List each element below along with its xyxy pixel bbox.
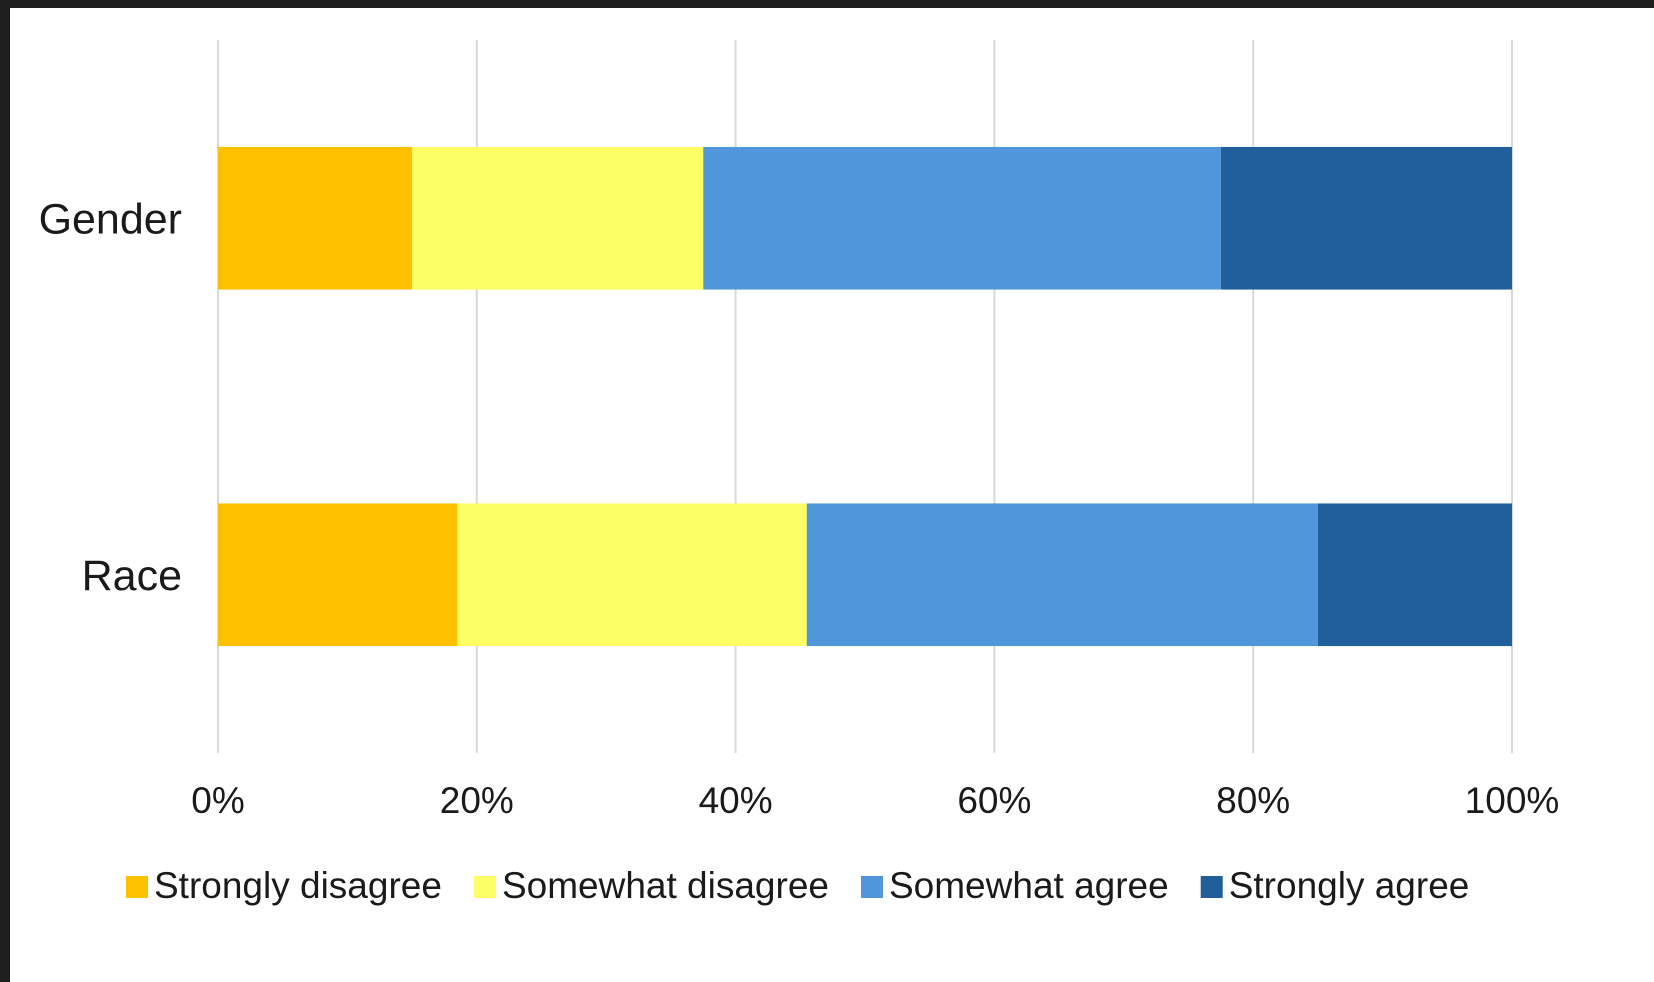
- bar-segment: [412, 146, 704, 290]
- category-labels: Gender Race: [39, 195, 182, 600]
- x-tick-label: 20%: [440, 780, 514, 821]
- legend-label: Strongly disagree: [154, 865, 442, 906]
- legend-label: Strongly agree: [1229, 865, 1470, 906]
- x-tick-label: 80%: [1216, 780, 1290, 821]
- legend-swatch: [126, 876, 148, 898]
- stacked-bar-chart: Gender Race 0% 20% 40% 60% 80% 100% Strongly d…: [39, 40, 1559, 906]
- bar-segment: [1317, 503, 1512, 647]
- x-tick-label: 0%: [191, 780, 244, 821]
- category-label: Race: [82, 552, 182, 600]
- category-label: Gender: [39, 195, 182, 243]
- legend-swatch: [473, 876, 496, 898]
- bar-segment: [457, 503, 807, 647]
- bar-segment: [1220, 146, 1512, 290]
- chart-frame: Gender Race 0% 20% 40% 60% 80% 100% Strongly d…: [10, 8, 1654, 982]
- bars: [218, 146, 1512, 647]
- legend-label: Somewhat agree: [889, 865, 1169, 906]
- legend-label: Somewhat disagree: [502, 865, 829, 906]
- bar-segment: [218, 503, 458, 647]
- legend: Strongly disagree Somewhat disagree Somewh…: [126, 865, 1469, 906]
- bar-segment: [703, 146, 1221, 290]
- legend-swatch: [860, 876, 883, 898]
- x-tick-label: 100%: [1465, 780, 1560, 821]
- x-tick-label: 40%: [699, 780, 773, 821]
- legend-swatch: [1200, 876, 1223, 898]
- bar-segment: [218, 146, 413, 290]
- bar-segment: [806, 503, 1318, 647]
- x-tick-label: 60%: [957, 780, 1031, 821]
- x-tick-labels: 0% 20% 40% 60% 80% 100%: [191, 780, 1559, 821]
